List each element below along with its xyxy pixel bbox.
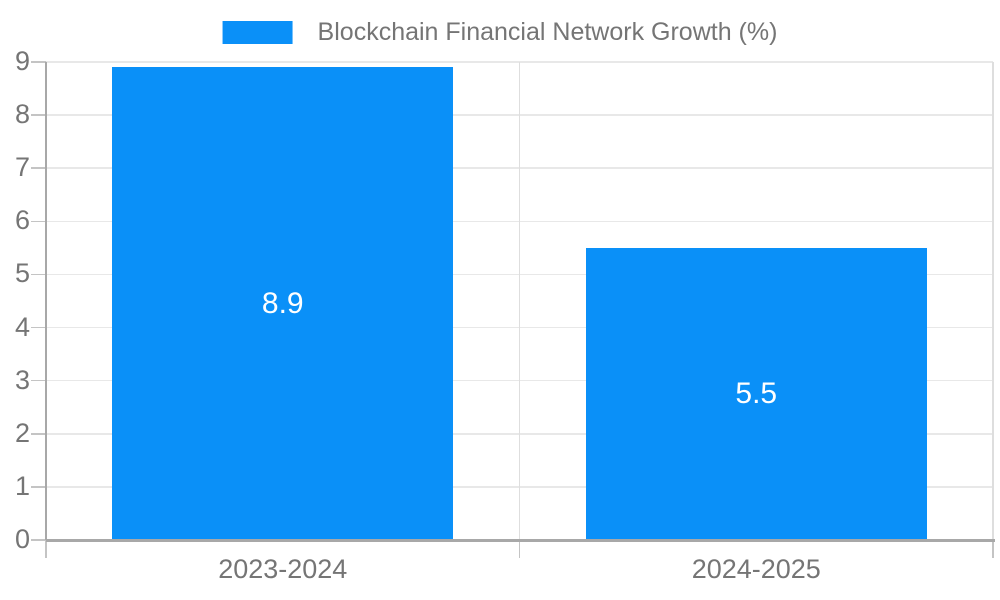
y-tick-label: 3 bbox=[14, 364, 30, 395]
y-axis-line bbox=[45, 62, 47, 540]
y-tick-mark bbox=[31, 167, 46, 169]
y-tick-mark bbox=[31, 433, 46, 435]
x-tick-mark bbox=[518, 540, 521, 558]
x-tick-label: 2024-2025 bbox=[691, 554, 821, 584]
legend-swatch bbox=[222, 20, 293, 44]
y-tick-label: 7 bbox=[14, 152, 30, 183]
y-tick-mark bbox=[31, 379, 46, 382]
x-tick-mark bbox=[45, 540, 47, 558]
bar bbox=[112, 67, 454, 540]
y-tick-mark bbox=[31, 114, 46, 116]
y-tick-label: 4 bbox=[14, 311, 30, 342]
y-tick-label: 0 bbox=[14, 523, 30, 554]
x-gridline bbox=[518, 62, 521, 540]
y-tick-mark bbox=[31, 273, 46, 276]
y-tick-label: 1 bbox=[14, 470, 30, 501]
y-tick-label: 8 bbox=[14, 99, 30, 130]
y-tick-mark bbox=[31, 486, 46, 488]
legend-label: Blockchain Financial Network Growth (%) bbox=[317, 18, 778, 46]
x-gridline bbox=[992, 62, 994, 540]
bar-value-label: 5.5 bbox=[735, 376, 778, 410]
y-tick-label: 2 bbox=[14, 417, 30, 448]
x-axis-line bbox=[46, 538, 995, 542]
bar bbox=[585, 247, 927, 540]
y-tick-label: 9 bbox=[14, 45, 30, 76]
y-tick-label: 5 bbox=[14, 258, 30, 289]
y-tick-mark bbox=[31, 539, 46, 541]
x-tick-mark bbox=[992, 540, 994, 558]
bar-value-label: 8.9 bbox=[261, 286, 304, 320]
y-tick-mark bbox=[31, 326, 46, 329]
y-tick-mark bbox=[31, 220, 46, 223]
y-tick-mark bbox=[31, 61, 46, 63]
y-tick-label: 6 bbox=[14, 205, 30, 236]
chart-legend: Blockchain Financial Network Growth (%) bbox=[222, 17, 778, 47]
x-tick-label: 2023-2024 bbox=[218, 554, 348, 584]
